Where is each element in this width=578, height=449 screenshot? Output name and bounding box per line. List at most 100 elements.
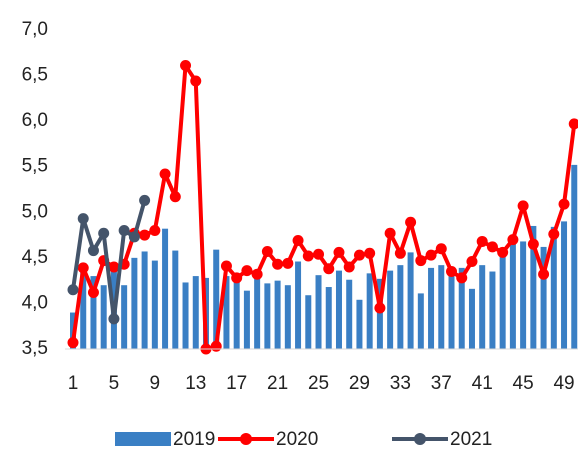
bar: [213, 249, 220, 349]
marker: [456, 272, 468, 284]
x-tick-label: 37: [431, 373, 452, 394]
marker: [87, 286, 99, 298]
bar: [489, 271, 496, 349]
bar: [479, 265, 486, 349]
bar: [264, 283, 271, 349]
legend-swatch: [115, 432, 171, 446]
bar: [243, 290, 250, 349]
marker: [384, 227, 396, 239]
marker: [108, 261, 120, 273]
marker: [343, 261, 355, 273]
marker: [220, 260, 232, 272]
bar: [172, 250, 179, 349]
bar: [90, 276, 97, 349]
bar: [325, 287, 332, 349]
marker: [180, 60, 192, 72]
marker: [333, 246, 345, 258]
bar: [356, 299, 363, 349]
bar: [162, 228, 169, 349]
y-tick-label: 3,5: [22, 338, 48, 359]
y-tick-label: 5,0: [22, 201, 48, 222]
marker: [548, 228, 560, 240]
y-tick-label: 5,5: [22, 156, 48, 177]
marker: [169, 191, 181, 203]
bar: [295, 261, 302, 349]
x-tick-label: 9: [150, 373, 161, 394]
bar: [223, 276, 230, 349]
marker: [251, 268, 263, 280]
bar: [448, 269, 455, 349]
marker: [159, 168, 171, 180]
marker: [139, 229, 151, 241]
x-tick-label: 29: [349, 373, 370, 394]
bar: [121, 285, 128, 349]
marker: [405, 216, 417, 228]
marker: [77, 262, 89, 274]
bar: [499, 252, 506, 349]
x-tick-label: 49: [553, 373, 574, 394]
marker: [139, 194, 151, 206]
marker: [67, 337, 79, 349]
legend-swatch: [414, 433, 426, 445]
legend-label: 2021: [450, 429, 492, 449]
bar: [182, 282, 189, 349]
bar: [254, 276, 261, 349]
marker: [497, 246, 509, 258]
x-tick-label: 17: [226, 373, 247, 394]
bar: [305, 295, 312, 349]
bar: [540, 246, 547, 349]
marker: [425, 249, 437, 261]
bar: [151, 260, 158, 349]
bar: [530, 225, 537, 349]
marker: [261, 245, 273, 257]
marker: [415, 255, 427, 267]
marker: [394, 247, 406, 259]
bar: [397, 265, 404, 349]
marker: [313, 248, 325, 260]
bar: [428, 267, 435, 349]
x-tick-label: 1: [68, 373, 79, 394]
marker: [282, 257, 294, 269]
marker: [231, 272, 243, 284]
x-tick-label: 25: [308, 373, 329, 394]
marker: [149, 225, 161, 237]
bar: [80, 266, 87, 349]
marker: [527, 238, 539, 250]
marker: [476, 235, 488, 247]
x-tick-label: 45: [513, 373, 534, 394]
marker: [364, 247, 376, 259]
legend-label: 2019: [173, 429, 215, 449]
bar: [284, 285, 291, 349]
marker: [486, 241, 498, 253]
bar: [192, 276, 199, 349]
x-tick-label: 41: [472, 373, 493, 394]
marker: [292, 235, 304, 247]
line: [71, 63, 577, 351]
x-tick-label: 13: [185, 373, 206, 394]
y-tick-label: 4,5: [22, 247, 48, 268]
bar: [141, 251, 148, 349]
marker: [353, 249, 365, 261]
bar: [509, 243, 516, 349]
marker: [558, 198, 570, 210]
x-tick-label: 21: [267, 373, 288, 394]
bar: [366, 273, 373, 349]
marker: [568, 118, 578, 130]
bar: [438, 265, 445, 349]
bar: [571, 164, 578, 349]
marker: [517, 200, 529, 212]
bar: [274, 280, 281, 349]
marker: [98, 227, 110, 239]
legend-label: 2020: [276, 429, 318, 449]
legend-swatch: [240, 433, 252, 445]
marker: [77, 213, 89, 225]
marker: [507, 234, 519, 246]
bar: [346, 279, 353, 349]
bar: [100, 285, 107, 349]
marker: [323, 263, 335, 275]
marker: [241, 265, 253, 277]
y-tick-label: 6,0: [22, 110, 48, 131]
y-tick-label: 6,5: [22, 65, 48, 86]
marker: [108, 313, 120, 325]
